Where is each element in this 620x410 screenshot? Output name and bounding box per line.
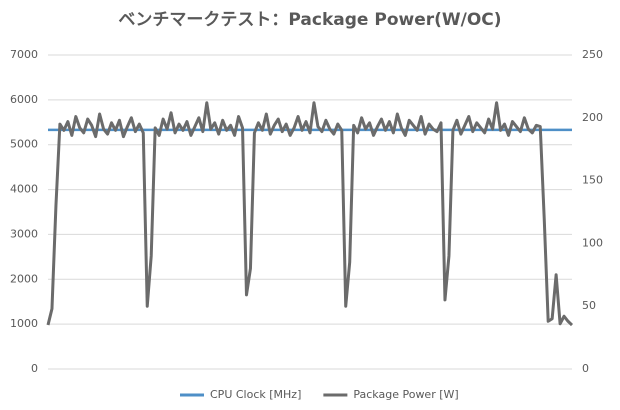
y-tick-label: 1000 <box>10 317 38 330</box>
y2-tick-label: 150 <box>582 174 603 187</box>
chart-title: ベンチマークテスト：Package Power(W/OC) <box>118 10 501 30</box>
y-tick-label: 4000 <box>10 183 38 196</box>
y2-tick-label: 200 <box>582 111 603 124</box>
y-tick-label: 2000 <box>10 272 38 285</box>
y2-tick-label: 50 <box>582 299 596 312</box>
series-line <box>46 101 574 327</box>
y2-tick-label: 250 <box>582 48 603 61</box>
y-tick-label: 6000 <box>10 93 38 106</box>
y-tick-label: 5000 <box>10 138 38 151</box>
legend-label: Package Power [W] <box>353 388 458 401</box>
y-tick-label: 7000 <box>10 48 38 61</box>
y-tick-label: 0 <box>31 362 38 375</box>
y2-tick-label: 100 <box>582 236 603 249</box>
y2-tick-label: 0 <box>582 362 589 375</box>
y-tick-label: 3000 <box>10 227 38 240</box>
legend-label: CPU Clock [MHz] <box>210 388 301 401</box>
